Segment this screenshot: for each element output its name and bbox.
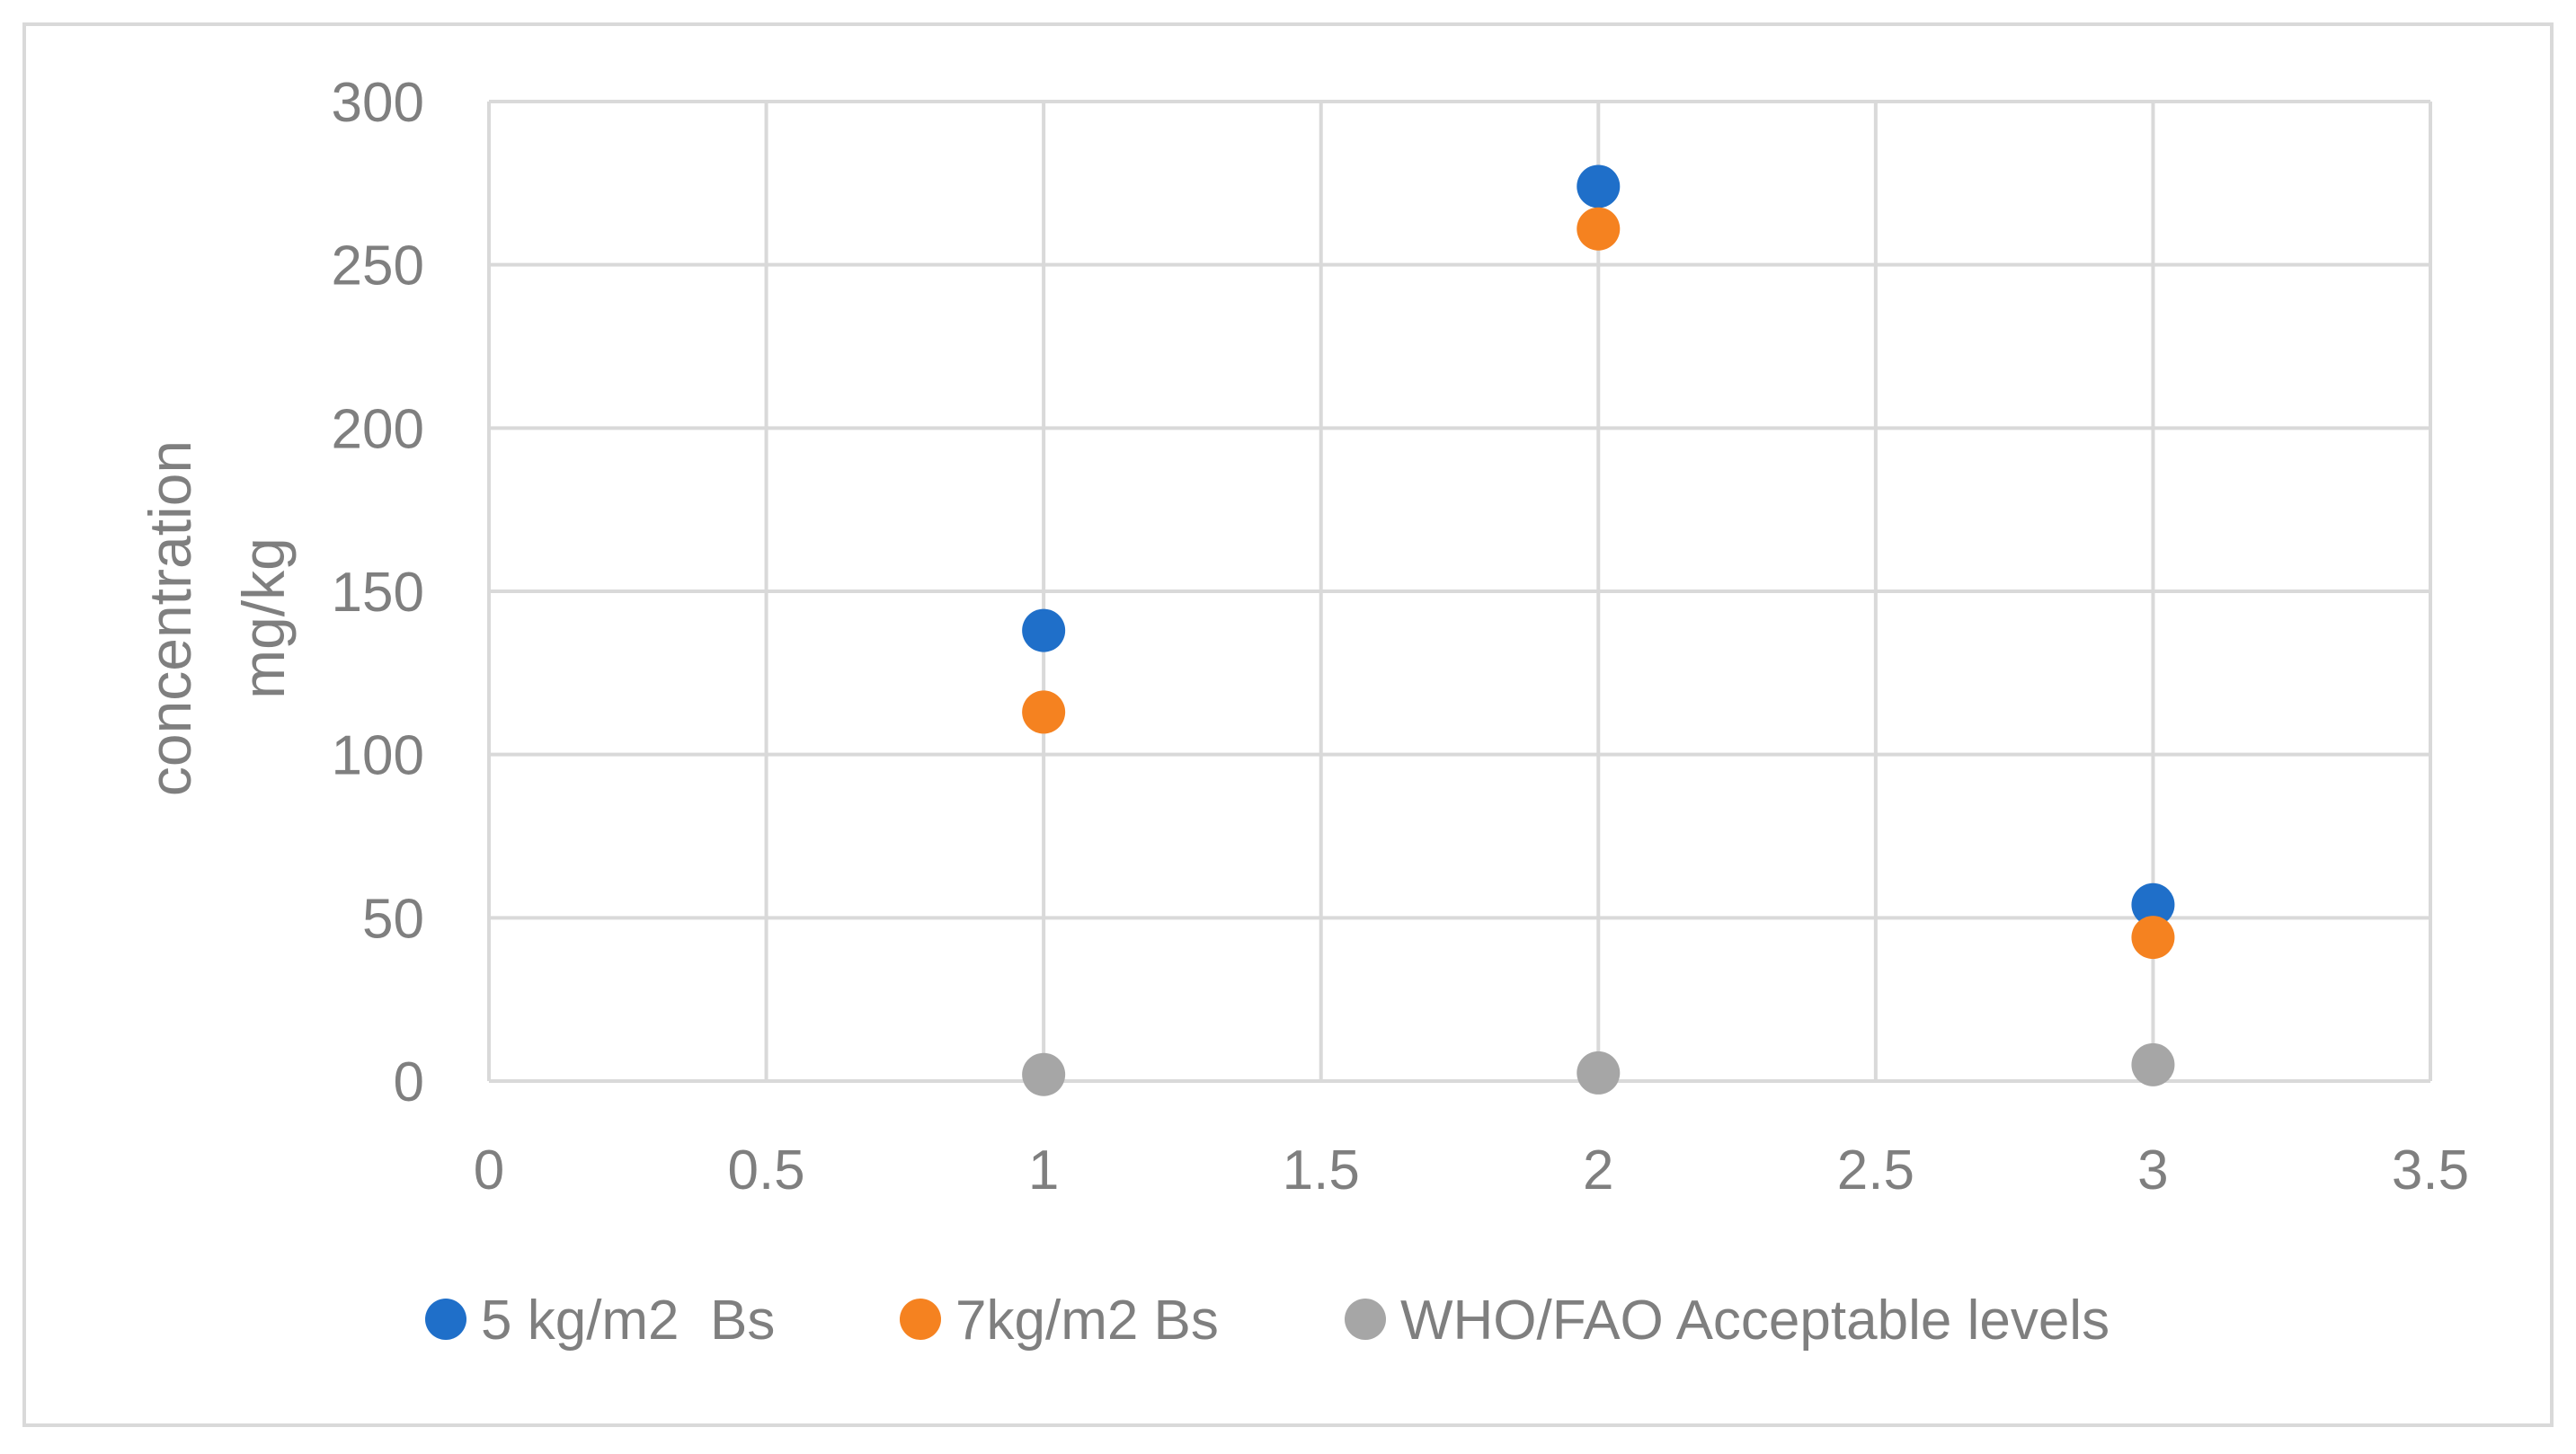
legend: 5 kg/m2 Bs 7kg/m2 Bs WHO/FAO Acceptable le…: [425, 1290, 2110, 1352]
y-tick-label: 300: [332, 72, 424, 134]
x-tick-label: 1.5: [1283, 1139, 1360, 1201]
legend-marker: [1345, 1299, 1386, 1340]
x-tick-label: 2: [1583, 1139, 1613, 1201]
legend-item: WHO/FAO Acceptable levels: [1345, 1290, 2110, 1352]
x-tick-label: 0: [474, 1139, 504, 1201]
y-tick-label: 0: [394, 1051, 424, 1113]
data-point: [1022, 1052, 1066, 1096]
tick-labels: 0 50 100 150 200 250 300 0 0.5 1 1.5 2 2.5 3 3.5: [332, 72, 2470, 1201]
y-axis-label: concentration mg/kg: [137, 440, 297, 796]
legend-marker: [900, 1299, 941, 1340]
y-axis-title-line: mg/kg: [230, 537, 297, 699]
legend-label: 7kg/m2 Bs: [955, 1290, 1219, 1352]
data-point: [2131, 1042, 2175, 1086]
y-tick-label: 250: [332, 235, 424, 297]
data-point: [1022, 608, 1066, 652]
y-tick-label: 50: [362, 888, 424, 950]
data-point: [1577, 207, 1621, 251]
x-tick-label: 3: [2137, 1139, 2168, 1201]
y-tick-label: 150: [332, 562, 424, 624]
chart-frame: [22, 22, 2554, 1427]
data-point: [1577, 1051, 1621, 1095]
data-point: [2131, 916, 2175, 960]
legend-item: 5 kg/m2 Bs: [425, 1290, 775, 1352]
data-point: [1022, 690, 1066, 734]
x-tick-label: 3.5: [2392, 1139, 2469, 1201]
y-axis-title-line: concentration: [137, 440, 203, 796]
legend-label: 5 kg/m2 Bs: [481, 1290, 775, 1352]
x-tick-label: 1: [1028, 1139, 1059, 1201]
legend-label: WHO/FAO Acceptable levels: [1400, 1290, 2110, 1352]
x-tick-label: 2.5: [1837, 1139, 1914, 1201]
data-point: [2131, 882, 2175, 926]
data-points: [1022, 164, 2175, 1096]
x-tick-label: 0.5: [727, 1139, 804, 1201]
y-tick-label: 200: [332, 398, 424, 460]
legend-marker: [425, 1299, 466, 1340]
y-tick-label: 100: [332, 725, 424, 787]
data-point: [1577, 164, 1621, 208]
legend-item: 7kg/m2 Bs: [900, 1290, 1219, 1352]
